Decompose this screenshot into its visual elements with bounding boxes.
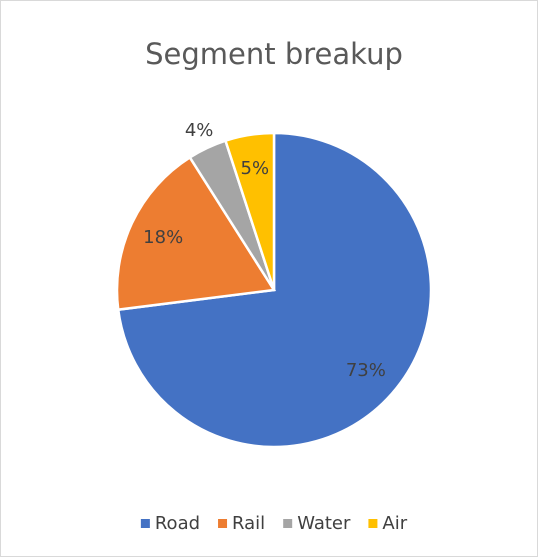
data-label: 18% [143,227,183,248]
data-label: 73% [346,360,386,381]
legend-label: Air [382,513,407,534]
legend-label: Rail [232,513,265,534]
pie-slice [115,155,277,312]
legend-label: Water [297,513,351,534]
data-label: 5% [241,158,270,179]
pie-slice [223,131,276,291]
chart-title: Segment breakup [145,37,403,71]
legend-swatch [218,519,228,528]
legend-swatch [283,519,293,528]
data-label: 4% [185,120,214,141]
legend-swatch [368,519,378,528]
legend-swatch [140,519,150,528]
legend-label: Road [155,513,200,534]
